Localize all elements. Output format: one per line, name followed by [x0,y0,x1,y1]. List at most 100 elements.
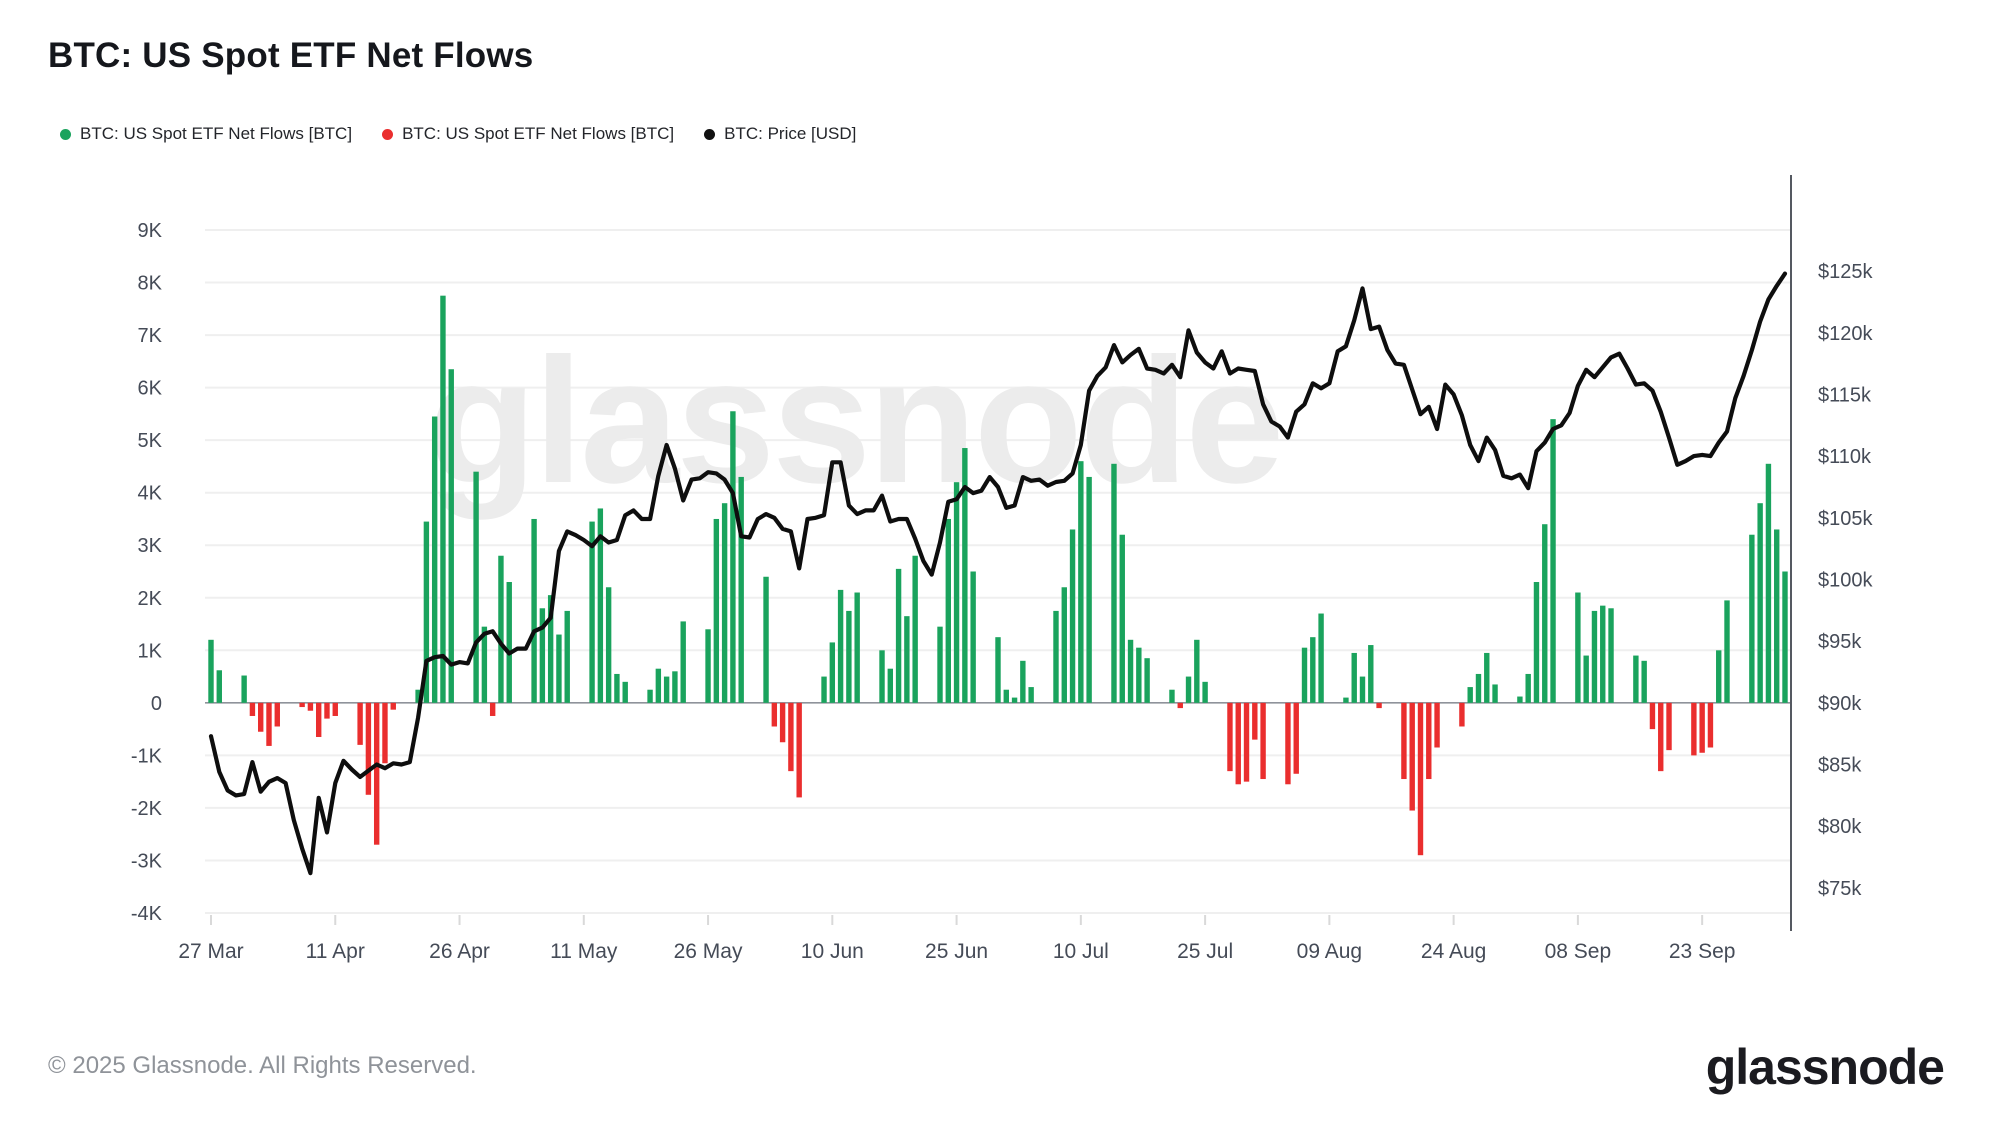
flow-bar[interactable] [622,681,628,703]
flow-bar[interactable] [1401,702,1407,780]
flow-bar[interactable] [713,518,720,703]
flow-bar[interactable] [1691,702,1697,756]
flow-bar[interactable] [556,634,562,703]
flow-bar[interactable] [440,295,446,703]
flow-bar[interactable] [1069,529,1076,703]
flow-bar[interactable] [539,608,546,703]
flow-bar[interactable] [564,610,570,703]
flow-bar[interactable] [879,650,885,703]
flow-bar[interactable] [1542,524,1548,703]
legend-item-netflows-negative[interactable]: BTC: US Spot ETF Net Flows [BTC] [382,124,674,144]
flow-bar[interactable] [1235,702,1241,785]
flow-bar[interactable] [315,702,322,737]
flow-bar[interactable] [1185,676,1192,703]
flow-bar[interactable] [647,689,653,703]
flow-bar[interactable] [1243,702,1250,782]
flow-bar[interactable] [307,702,314,711]
flow-bar[interactable] [721,503,728,703]
flow-bar[interactable] [1144,658,1150,703]
flow-bar[interactable] [1550,419,1556,703]
flow-bar[interactable] [1111,463,1117,703]
flow-bar[interactable] [1724,600,1730,703]
flow-bar[interactable] [738,476,744,703]
flow-bar[interactable] [489,702,496,716]
flow-bar[interactable] [1475,673,1482,703]
flow-bar[interactable] [1591,610,1598,703]
legend-item-price[interactable]: BTC: Price [USD] [704,124,856,144]
flow-bar[interactable] [415,689,421,703]
flow-bar[interactable] [1716,650,1722,703]
flow-bar[interactable] [705,629,711,703]
flow-bar[interactable] [1517,696,1523,703]
flow-bar[interactable] [1252,702,1258,740]
flow-bar[interactable] [1011,697,1018,703]
flow-bar[interactable] [605,587,612,703]
flow-bar[interactable] [274,702,280,727]
flow-bar[interactable] [912,555,918,703]
flow-bar[interactable] [1078,461,1084,703]
flow-bar[interactable] [663,676,670,703]
flow-bar[interactable] [1053,610,1059,703]
flow-bar[interactable] [382,702,388,764]
flow-bar[interactable] [1575,592,1581,703]
flow-bar[interactable] [1649,702,1656,730]
flow-bar[interactable] [589,521,595,703]
flow-bar[interactable] [1318,613,1324,703]
flow-bar[interactable] [771,702,778,727]
flow-bar[interactable] [1310,637,1316,703]
flow-bar[interactable] [1368,645,1374,703]
flow-bar[interactable] [1583,655,1589,703]
flow-bar[interactable] [1492,684,1498,703]
flow-bar[interactable] [1608,608,1614,703]
flow-bar[interactable] [365,702,372,795]
flow-bar[interactable] [1003,689,1009,703]
flow-bar[interactable] [241,675,247,703]
flow-bar[interactable] [829,642,836,703]
price-line[interactable] [208,271,1788,876]
flow-bar[interactable] [953,482,960,703]
flow-bar[interactable] [1641,660,1647,703]
flow-bar[interactable] [208,639,214,703]
flow-bar[interactable] [1061,587,1067,703]
flow-bar[interactable] [655,668,662,703]
flow-bar[interactable] [1227,702,1233,772]
flow-bar[interactable] [1177,702,1183,709]
flow-bar[interactable] [1707,702,1714,748]
flow-bar[interactable] [763,576,769,703]
flow-bar[interactable] [1533,582,1540,703]
flow-bar[interactable] [1699,702,1705,753]
flow-bar[interactable] [904,616,910,703]
legend-item-netflows-positive[interactable]: BTC: US Spot ETF Net Flows [BTC] [60,124,352,144]
flow-bar[interactable] [1343,697,1349,703]
flow-bar[interactable] [357,702,363,745]
flow-bar[interactable] [1194,639,1200,703]
flow-bar[interactable] [1086,476,1092,703]
flow-bar[interactable] [332,702,338,716]
flow-bar[interactable] [597,508,604,703]
flow-bar[interactable] [887,668,894,703]
flow-bar[interactable] [216,670,222,703]
flow-bar[interactable] [1260,702,1266,780]
flow-bar[interactable] [1434,702,1440,748]
flow-bar[interactable] [1127,639,1134,703]
flow-bar[interactable] [614,673,620,703]
flow-bar[interactable] [937,626,943,703]
flow-bar[interactable] [846,610,852,703]
flow-bar[interactable] [1293,702,1299,774]
flow-bar[interactable] [1765,463,1772,703]
flow-bar[interactable] [995,637,1001,703]
flow-bar[interactable] [390,702,396,710]
flow-bar[interactable] [962,448,968,703]
flow-bar[interactable] [481,626,488,703]
flow-bar[interactable] [1119,534,1125,703]
flow-bar[interactable] [266,702,272,746]
flow-bar[interactable] [1459,702,1465,727]
flow-bar[interactable] [299,702,305,708]
flow-bar[interactable] [680,621,686,703]
flow-bar[interactable] [1666,702,1672,751]
flow-bar[interactable] [249,702,256,716]
flow-bar[interactable] [506,582,512,703]
flow-bar[interactable] [1426,702,1432,780]
flow-bar[interactable] [1484,652,1490,703]
flow-bar[interactable] [730,411,736,703]
